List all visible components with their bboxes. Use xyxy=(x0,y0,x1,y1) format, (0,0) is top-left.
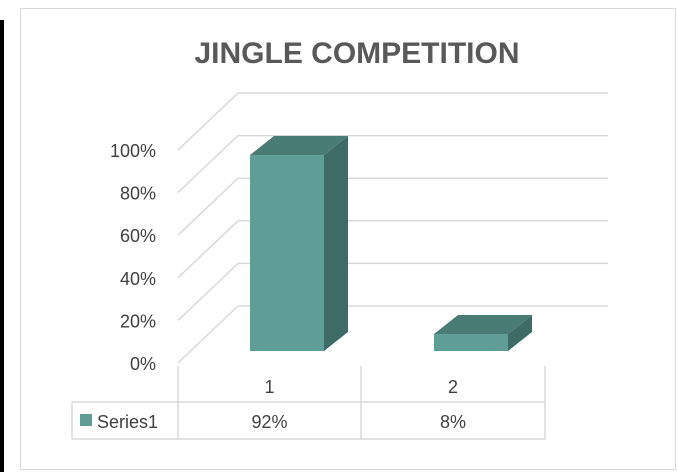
y-axis-ticks: 0% 20% 40% 60% 80% 100% xyxy=(110,141,156,374)
legend-series-name: Series1 xyxy=(97,412,158,432)
bar-top xyxy=(250,136,348,156)
bar-top xyxy=(434,314,532,334)
gridline-diagonal xyxy=(177,92,239,151)
data-label: 92% xyxy=(251,412,287,432)
bar-1 xyxy=(250,136,348,351)
gridline-diagonal xyxy=(177,220,239,279)
gridline-diagonal xyxy=(177,262,239,321)
gridline-diagonal xyxy=(177,135,239,194)
data-label: 8% xyxy=(440,412,466,432)
bar-front xyxy=(250,155,324,351)
bar-front xyxy=(434,333,508,351)
chart-title: JINGLE COMPETITION xyxy=(194,37,519,70)
gridline-diagonal xyxy=(177,305,239,364)
grid-layer xyxy=(177,92,608,364)
y-tick-label: 80% xyxy=(120,184,156,204)
left-border-line xyxy=(0,20,4,472)
y-tick-label: 20% xyxy=(120,311,156,331)
y-tick-label: 0% xyxy=(130,354,156,374)
y-tick-label: 60% xyxy=(120,226,156,246)
category-label: 2 xyxy=(448,377,458,397)
bar-2 xyxy=(434,314,532,351)
gridline-diagonal xyxy=(177,177,239,236)
y-tick-label: 40% xyxy=(120,269,156,289)
category-label: 1 xyxy=(264,377,274,397)
bar-layer xyxy=(250,136,532,351)
bar-side xyxy=(508,314,532,351)
bar-side xyxy=(324,136,348,351)
data-table: 1 92% 2 8% Series1 xyxy=(71,366,546,440)
legend-swatch xyxy=(80,414,92,426)
y-tick-label: 100% xyxy=(110,141,156,161)
